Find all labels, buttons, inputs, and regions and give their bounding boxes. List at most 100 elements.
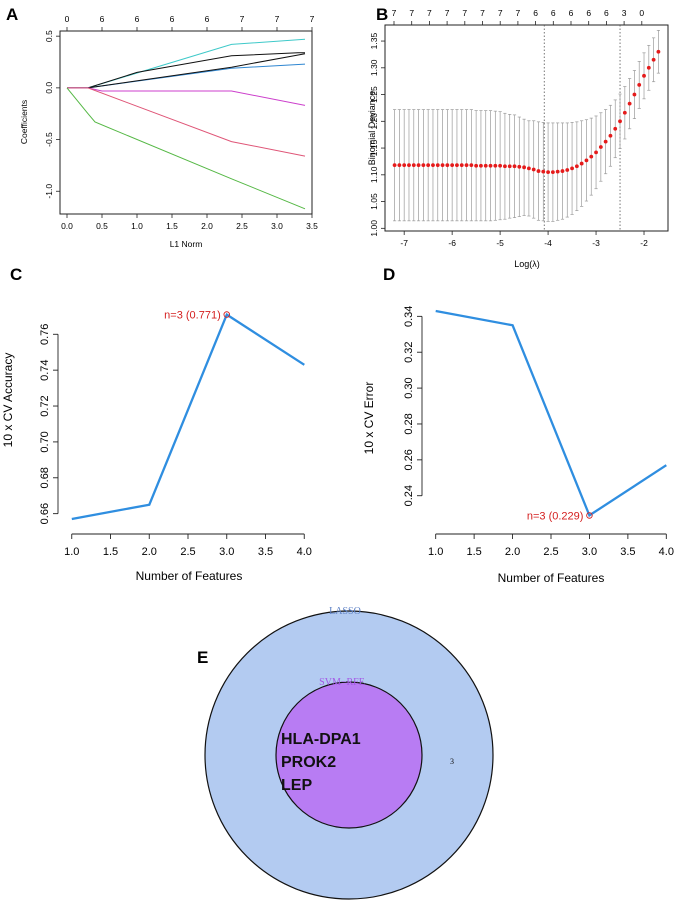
panel-a-axes: 0.0 0.5 1.0 1.5 2.0 2.5 3.0 3.5 0.5 0.0 -0.5 -1.0 0 6… xyxy=(44,14,318,231)
panel-b-point xyxy=(407,163,411,168)
panel-c-x-tick-label: 1.5 xyxy=(103,546,118,558)
panel-a-x-tick-label: 2.0 xyxy=(201,221,213,231)
panel-d-best-point xyxy=(586,512,593,519)
panel-b-point xyxy=(426,163,431,168)
panel-b-point xyxy=(570,166,574,171)
panel-d-y-tick-label: 0.34 xyxy=(403,306,415,327)
panel-label-a: A xyxy=(6,5,18,24)
panel-c-svm-accuracy: 1.0 1.5 2.0 2.5 3.0 3.5 4.0 0.66 0.68 0.70 0.72 0.7… xyxy=(1,310,312,583)
panel-b-top-tick-label: 7 xyxy=(480,8,485,18)
panel-b-point xyxy=(584,158,589,163)
panel-b-top-tick-label: 6 xyxy=(551,8,556,18)
panel-b-point xyxy=(445,163,450,168)
panel-a-top-tick-label: 6 xyxy=(100,14,105,24)
panel-b-point xyxy=(411,163,416,168)
panel-b-point xyxy=(598,145,603,149)
panel-b-x-tick-label: -5 xyxy=(496,238,504,248)
panel-a-y-tick-label: -0.5 xyxy=(44,132,54,147)
panel-b-point xyxy=(455,163,459,168)
panel-b-point xyxy=(450,163,455,168)
panel-a-top-tick-label: 7 xyxy=(275,14,280,24)
panel-b-point xyxy=(522,165,527,170)
panel-label-c: C xyxy=(10,265,22,284)
panel-b-point xyxy=(546,170,550,175)
panel-d-x-tick-label: 4.0 xyxy=(659,546,674,558)
panel-d-x-tick-label: 3.5 xyxy=(620,546,635,558)
panel-b-points xyxy=(392,49,661,175)
panel-b-top-tick-label: 6 xyxy=(569,8,574,18)
panel-d-plot: n=3 (0.229) xyxy=(435,309,667,522)
panel-b-axes: -7 -6 -5 -4 -3 -2 1.00 1.05 1.10 1.15 1.20 1.25 1.30… xyxy=(369,8,648,248)
panel-b-point xyxy=(646,65,651,70)
panel-b-error-bars xyxy=(392,30,661,222)
panel-a-series-black-2 xyxy=(87,53,306,89)
panel-b-point xyxy=(421,163,426,168)
panel-b-x-tick-label: -2 xyxy=(640,238,648,248)
panel-label-e: E xyxy=(197,648,208,667)
panel-a-series-green xyxy=(66,87,306,210)
panel-c-best-point xyxy=(223,311,230,318)
panel-b-top-tick-label: 7 xyxy=(392,8,397,18)
panel-d-y-tick-label: 0.32 xyxy=(403,342,415,363)
panel-d-svm-error: 1.0 1.5 2.0 2.5 3.0 3.5 4.0 0.24 0.26 0.28 0.30 0.3… xyxy=(362,306,674,585)
panel-b-point xyxy=(392,163,397,168)
panel-b-top-tick-label: 7 xyxy=(516,8,521,18)
panel-c-x-tick-label: 2.0 xyxy=(142,546,157,558)
panel-b-point xyxy=(416,163,421,168)
panel-b-point xyxy=(618,119,622,124)
panel-b-point xyxy=(483,163,488,168)
panel-a-x-tick-label: 1.5 xyxy=(166,221,178,231)
panel-b-cv-deviance: -7 -6 -5 -4 -3 -2 1.00 1.05 1.10 1.15 1.20 1.25 1.30… xyxy=(367,8,669,269)
panel-b-point xyxy=(493,163,498,168)
panel-b-point xyxy=(622,110,627,115)
panel-a-y-tick-label: 0.0 xyxy=(44,82,54,94)
panel-b-point xyxy=(474,163,479,168)
panel-b-x-tick-label: -3 xyxy=(592,238,600,248)
panel-c-y-tick-label: 0.68 xyxy=(39,467,51,488)
panel-b-point xyxy=(498,163,503,168)
panel-b-point xyxy=(565,168,570,172)
panel-b-y-tick-label: 1.25 xyxy=(369,86,379,103)
panel-b-point xyxy=(507,164,512,169)
panel-a-x-tick-label: 3.0 xyxy=(271,221,283,231)
panel-b-point xyxy=(397,163,402,168)
panel-c-x-tick-label: 4.0 xyxy=(297,546,312,558)
panel-a-series-magenta xyxy=(67,87,306,106)
panel-a-top-tick-label: 0 xyxy=(65,14,70,24)
panel-b-point xyxy=(459,163,464,168)
panel-b-y-tick-label: 1.05 xyxy=(369,193,379,210)
panel-b-point xyxy=(402,163,407,168)
panel-c-x-axis-label: Number of Features xyxy=(136,569,243,583)
panel-d-y-tick-label: 0.28 xyxy=(403,413,415,434)
panel-d-series-line xyxy=(435,309,667,518)
panel-b-point xyxy=(579,161,584,166)
panel-d-best-annotation: n=3 (0.229) xyxy=(527,510,584,522)
panel-label-b: B xyxy=(376,5,388,24)
panel-a-x-axis-label: L1 Norm xyxy=(170,239,203,249)
panel-d-x-tick-label: 2.5 xyxy=(543,546,558,558)
panel-c-y-tick-label: 0.72 xyxy=(39,395,51,416)
panel-c-y-tick-label: 0.76 xyxy=(39,324,51,345)
panel-c-y-tick-label: 0.70 xyxy=(39,431,51,452)
panel-a-top-tick-label: 7 xyxy=(240,14,245,24)
panel-b-point xyxy=(536,169,541,173)
panel-b-point xyxy=(503,164,507,169)
panel-a-x-tick-label: 1.0 xyxy=(131,221,143,231)
panel-a-y-tick-label: 0.5 xyxy=(44,30,54,42)
panel-b-top-tick-label: 7 xyxy=(498,8,503,18)
panel-d-x-tick-label: 1.0 xyxy=(428,546,443,558)
panel-b-point xyxy=(517,164,522,169)
venn-svm-rfe-circle xyxy=(275,681,423,829)
panel-a-x-tick-label: 3.5 xyxy=(306,221,318,231)
venn-svm-rfe-label: SVM−RFE xyxy=(319,677,365,688)
panel-b-top-tick-label: 6 xyxy=(604,8,609,18)
panel-c-plot: n=3 (0.771) xyxy=(71,310,305,521)
panel-c-axes: 1.0 1.5 2.0 2.5 3.0 3.5 4.0 0.66 0.68 0.70 0.72 0.7… xyxy=(39,324,312,558)
panel-b-point xyxy=(488,163,493,168)
panel-b-point xyxy=(589,154,594,159)
panel-b-point xyxy=(526,166,531,171)
panel-b-point xyxy=(627,101,632,106)
panel-b-point xyxy=(469,163,474,168)
panel-d-x-tick-label: 3.0 xyxy=(582,546,597,558)
panel-b-point xyxy=(651,57,656,62)
